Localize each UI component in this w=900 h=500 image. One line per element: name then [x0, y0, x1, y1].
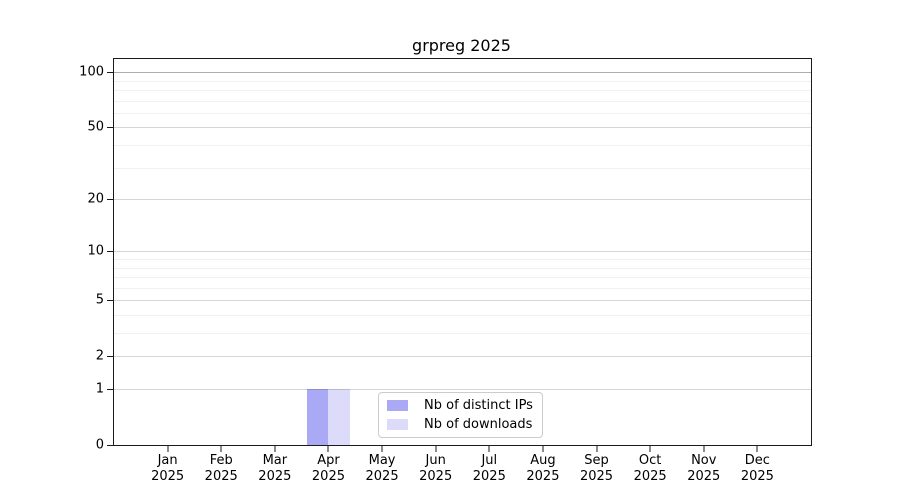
- x-tick-month: Jul: [481, 453, 498, 468]
- gridline-minor: [114, 90, 811, 92]
- x-tick-label: Jul 2025: [473, 453, 506, 485]
- x-tick-year: 2025: [204, 469, 238, 484]
- legend-item: Nb of downloads: [387, 417, 533, 432]
- x-axis-tick: [488, 446, 490, 452]
- gridline-minor: [114, 145, 811, 147]
- x-tick-month: Mar: [262, 453, 288, 468]
- x-tick-month: Jun: [425, 453, 446, 468]
- x-axis-tick: [435, 446, 437, 452]
- x-axis-tick: [756, 446, 758, 452]
- gridline-major: [114, 127, 811, 129]
- x-axis-tick: [220, 446, 222, 452]
- x-tick-label: Jun 2025: [419, 453, 452, 485]
- x-tick-year: 2025: [419, 469, 453, 484]
- x-tick-year: 2025: [633, 469, 667, 484]
- x-tick-year: 2025: [258, 469, 292, 484]
- x-tick-label: Mar 2025: [258, 453, 291, 485]
- y-tick-label: 2: [95, 348, 104, 364]
- gridline-major: [114, 300, 811, 302]
- y-axis-tick: [107, 300, 113, 302]
- gridline-minor: [114, 259, 811, 261]
- x-axis-tick: [274, 446, 276, 452]
- legend-item: Nb of distinct IPs: [387, 398, 533, 413]
- y-axis-tick: [107, 199, 113, 201]
- gridline-minor: [114, 100, 811, 102]
- legend: Nb of distinct IPs Nb of downloads: [378, 392, 543, 438]
- legend-swatch-icon: [387, 400, 408, 411]
- y-axis-tick: [107, 127, 113, 129]
- gridline-minor: [114, 277, 811, 279]
- gridline-minor: [114, 315, 811, 316]
- x-tick-month: Jan: [157, 453, 178, 468]
- y-tick-label: 0: [95, 437, 104, 453]
- x-tick-label: Apr 2025: [312, 453, 345, 485]
- y-axis-tick: [107, 72, 113, 74]
- x-tick-year: 2025: [311, 469, 345, 484]
- x-tick-label: Sep 2025: [580, 453, 613, 485]
- y-tick-label: 20: [87, 191, 104, 207]
- x-tick-month: Apr: [317, 453, 340, 468]
- gridline-minor: [114, 112, 811, 114]
- gridline-minor: [114, 80, 811, 82]
- gridline-major: [114, 356, 811, 358]
- x-tick-label: Oct 2025: [634, 453, 667, 485]
- chart-title: grpreg 2025: [412, 36, 511, 55]
- y-tick-label: 1: [95, 381, 104, 397]
- x-tick-year: 2025: [526, 469, 560, 484]
- x-tick-month: Sep: [584, 453, 609, 468]
- y-tick-label: 10: [87, 243, 104, 259]
- x-tick-label: Nov 2025: [687, 453, 720, 485]
- x-axis-tick: [542, 446, 544, 452]
- gridline-minor: [114, 267, 811, 269]
- x-tick-month: May: [368, 453, 396, 468]
- gridline-minor: [114, 287, 811, 289]
- x-axis-tick: [327, 446, 329, 452]
- x-tick-label: May 2025: [366, 453, 399, 485]
- x-axis-tick: [381, 446, 383, 452]
- x-tick-month: Oct: [638, 453, 662, 468]
- y-axis-tick: [107, 389, 113, 391]
- x-axis-tick: [167, 446, 169, 452]
- x-tick-year: 2025: [151, 469, 185, 484]
- gridline-major: [114, 389, 811, 391]
- x-tick-month: Feb: [209, 453, 233, 468]
- plot-area: 0 1 2 5 10 20 50 100 Jan 2025 Feb 2025 Mar 2025 Apr 202…: [79, 58, 812, 484]
- legend-swatch-icon: [387, 419, 408, 430]
- y-tick-label: 100: [79, 64, 104, 80]
- x-tick-label: Feb 2025: [205, 453, 238, 485]
- gridline-minor: [114, 333, 811, 335]
- x-tick-year: 2025: [740, 469, 774, 484]
- gridline-major: [114, 199, 811, 201]
- x-tick-month: Nov: [691, 453, 717, 468]
- x-tick-label: Jan 2025: [151, 453, 184, 485]
- gridline-major: [114, 251, 811, 253]
- x-tick-year: 2025: [365, 469, 399, 484]
- x-tick-month: Aug: [530, 453, 556, 468]
- gridline-minor: [114, 167, 811, 169]
- y-axis-tick: [107, 445, 113, 446]
- bar-apr-s1: [328, 389, 350, 445]
- x-tick-label: Aug 2025: [526, 453, 559, 485]
- x-tick-year: 2025: [687, 469, 721, 484]
- legend-label: Nb of distinct IPs: [424, 398, 533, 413]
- bar-apr-s0: [307, 389, 329, 445]
- x-tick-year: 2025: [579, 469, 614, 484]
- x-axis-tick: [703, 446, 705, 452]
- x-axis-tick: [596, 446, 598, 452]
- x-tick-label: Dec 2025: [741, 453, 774, 485]
- y-axis-tick: [107, 251, 113, 253]
- y-axis-tick: [107, 356, 113, 358]
- gridline-major: [114, 72, 811, 74]
- x-axis-tick: [649, 446, 651, 452]
- legend-label: Nb of downloads: [424, 417, 533, 432]
- x-tick-year: 2025: [472, 469, 506, 484]
- y-tick-label: 50: [87, 119, 104, 135]
- x-tick-month: Dec: [744, 453, 770, 468]
- y-tick-label: 5: [95, 292, 104, 308]
